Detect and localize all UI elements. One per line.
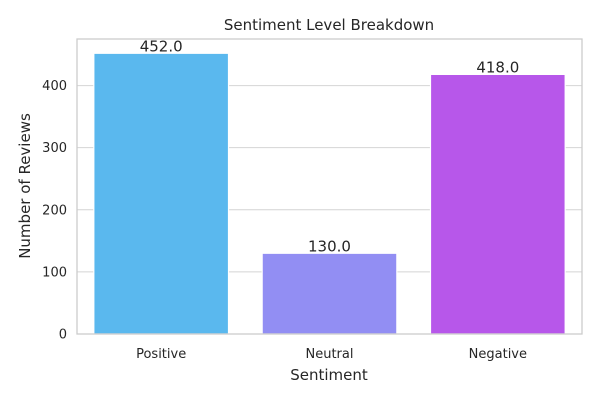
y-tick-label: 100 (42, 265, 67, 280)
bar-positive (93, 52, 230, 335)
plot-frame (76, 38, 583, 335)
data-label: 130.0 (308, 237, 351, 255)
x-tick-labels: Positive Neutral Negative (136, 347, 527, 362)
y-tick-label: 400 (42, 79, 67, 94)
data-label: 452.0 (140, 37, 183, 55)
y-tick-label: 300 (42, 141, 67, 156)
y-tick-label: 200 (42, 203, 67, 218)
bar-negative (429, 73, 566, 335)
bars (93, 52, 566, 335)
x-tick-label: Neutral (306, 347, 354, 362)
bar-neutral (261, 252, 398, 335)
data-label: 418.0 (476, 58, 519, 76)
data-labels: 452.0 130.0 418.0 (140, 37, 520, 255)
y-tick-labels: 0 100 200 300 400 (42, 79, 67, 342)
y-tick-label: 0 (59, 328, 67, 343)
y-axis-label: Number of Reviews (16, 113, 34, 259)
x-tick-label: Negative (469, 347, 527, 362)
x-axis-label: Sentiment (290, 366, 368, 384)
chart-title: Sentiment Level Breakdown (224, 16, 434, 34)
x-tick-label: Positive (136, 347, 186, 362)
